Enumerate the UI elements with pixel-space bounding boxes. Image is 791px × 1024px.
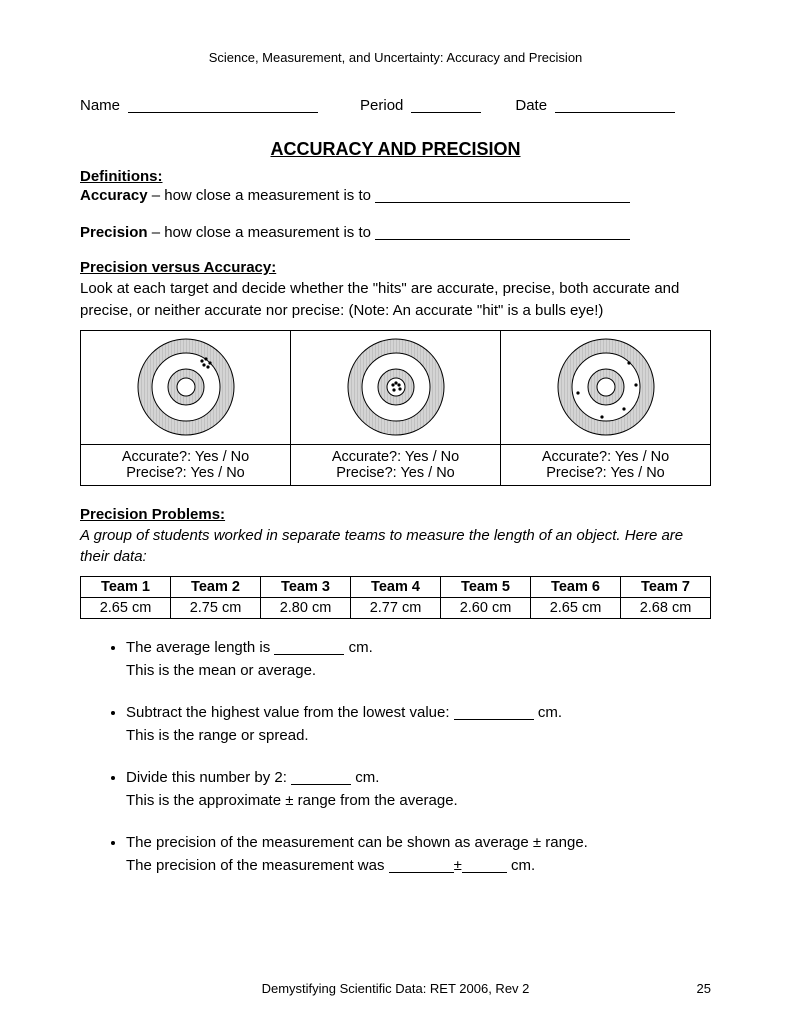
pp-text: A group of students worked in separate t… xyxy=(80,525,711,569)
target-cell-2 xyxy=(291,330,501,444)
team-header: Team 3 xyxy=(261,577,351,598)
b1-text-a: The average length is xyxy=(126,639,274,656)
team-header-row: Team 1Team 2Team 3Team 4Team 5Team 6Team… xyxy=(81,577,711,598)
b3-blank[interactable] xyxy=(291,770,351,785)
team-header: Team 1 xyxy=(81,577,171,598)
b4-text-a: The precision of the measurement can be … xyxy=(126,834,588,851)
b1-text-b: cm. xyxy=(344,639,372,656)
name-period-date-row: Name Period Date xyxy=(80,95,711,114)
definitions-head: Definitions: xyxy=(80,168,711,185)
targets-table: Accurate?: Yes / No Precise?: Yes / No A… xyxy=(80,330,711,486)
period-label: Period xyxy=(360,97,403,114)
team-value: 2.80 cm xyxy=(261,598,351,619)
accurate-q-3[interactable]: Accurate?: Yes / No xyxy=(505,449,706,465)
team-header: Team 7 xyxy=(621,577,711,598)
b4-text-b: The precision of the measurement was xyxy=(126,857,389,874)
bullet-1: The average length is cm. This is the me… xyxy=(126,637,711,682)
footer-page-number: 25 xyxy=(697,981,711,996)
date-label: Date xyxy=(515,97,547,114)
accuracy-text: – how close a measurement is to xyxy=(148,187,376,204)
bullet-4: The precision of the measurement can be … xyxy=(126,832,711,877)
pva-head: Precision versus Accuracy: xyxy=(80,259,711,276)
precise-q-2[interactable]: Precise?: Yes / No xyxy=(295,465,496,481)
b3-text-b: cm. xyxy=(351,769,379,786)
bullet-2: Subtract the highest value from the lowe… xyxy=(126,702,711,747)
target-cell-3 xyxy=(501,330,711,444)
team-value: 2.77 cm xyxy=(351,598,441,619)
bullet-3: Divide this number by 2: cm. This is the… xyxy=(126,767,711,812)
name-blank[interactable] xyxy=(128,98,318,113)
b2-blank[interactable] xyxy=(454,705,534,720)
targets-qa-row: Accurate?: Yes / No Precise?: Yes / No A… xyxy=(81,444,711,485)
b2-text-c: This is the range or spread. xyxy=(126,727,309,744)
footer-text: Demystifying Scientific Data: RET 2006, … xyxy=(262,981,530,996)
team-value: 2.65 cm xyxy=(81,598,171,619)
target-diagram-3 xyxy=(551,337,661,437)
accurate-q-1[interactable]: Accurate?: Yes / No xyxy=(85,449,286,465)
team-header: Team 5 xyxy=(441,577,531,598)
target-cell-1 xyxy=(81,330,291,444)
name-label: Name xyxy=(80,97,120,114)
team-value: 2.65 cm xyxy=(531,598,621,619)
b3-text-c: This is the approximate ± range from the… xyxy=(126,792,458,809)
precision-text: – how close a measurement is to xyxy=(148,224,376,241)
b3-text-a: Divide this number by 2: xyxy=(126,769,291,786)
pva-text: Look at each target and decide whether t… xyxy=(80,278,711,322)
precision-definition: Precision – how close a measurement is t… xyxy=(80,222,711,241)
accuracy-blank[interactable] xyxy=(375,188,630,203)
qa-cell-3: Accurate?: Yes / No Precise?: Yes / No xyxy=(501,444,711,485)
b1-text-c: This is the mean or average. xyxy=(126,662,316,679)
target-diagram-1 xyxy=(131,337,241,437)
team-header: Team 6 xyxy=(531,577,621,598)
qa-cell-1: Accurate?: Yes / No Precise?: Yes / No xyxy=(81,444,291,485)
accurate-q-2[interactable]: Accurate?: Yes / No xyxy=(295,449,496,465)
team-value-row: 2.65 cm2.75 cm2.80 cm2.77 cm2.60 cm2.65 … xyxy=(81,598,711,619)
precision-label: Precision xyxy=(80,224,148,241)
b2-text-b: cm. xyxy=(534,704,562,721)
pp-head: Precision Problems: xyxy=(80,506,711,523)
precise-q-3[interactable]: Precise?: Yes / No xyxy=(505,465,706,481)
accuracy-label: Accuracy xyxy=(80,187,148,204)
precision-blank[interactable] xyxy=(375,225,630,240)
b4-blank-2[interactable] xyxy=(462,858,507,873)
team-value: 2.75 cm xyxy=(171,598,261,619)
worksheet-page: Science, Measurement, and Uncertainty: A… xyxy=(0,0,791,1024)
footer: Demystifying Scientific Data: RET 2006, … xyxy=(80,981,711,996)
b4-blank-1[interactable] xyxy=(389,858,454,873)
target-diagram-2 xyxy=(341,337,451,437)
precise-q-1[interactable]: Precise?: Yes / No xyxy=(85,465,286,481)
header-subtitle: Science, Measurement, and Uncertainty: A… xyxy=(80,50,711,65)
team-header: Team 4 xyxy=(351,577,441,598)
data-table: Team 1Team 2Team 3Team 4Team 5Team 6Team… xyxy=(80,576,711,619)
b2-text-a: Subtract the highest value from the lowe… xyxy=(126,704,454,721)
targets-row xyxy=(81,330,711,444)
qa-cell-2: Accurate?: Yes / No Precise?: Yes / No xyxy=(291,444,501,485)
main-title: ACCURACY AND PRECISION xyxy=(80,139,711,160)
period-blank[interactable] xyxy=(411,98,481,113)
team-value: 2.60 cm xyxy=(441,598,531,619)
problem-bullets: The average length is cm. This is the me… xyxy=(80,637,711,877)
team-value: 2.68 cm xyxy=(621,598,711,619)
b4-text-c: cm. xyxy=(507,857,535,874)
accuracy-definition: Accuracy – how close a measurement is to xyxy=(80,185,711,204)
b1-blank[interactable] xyxy=(274,640,344,655)
team-header: Team 2 xyxy=(171,577,261,598)
date-blank[interactable] xyxy=(555,98,675,113)
